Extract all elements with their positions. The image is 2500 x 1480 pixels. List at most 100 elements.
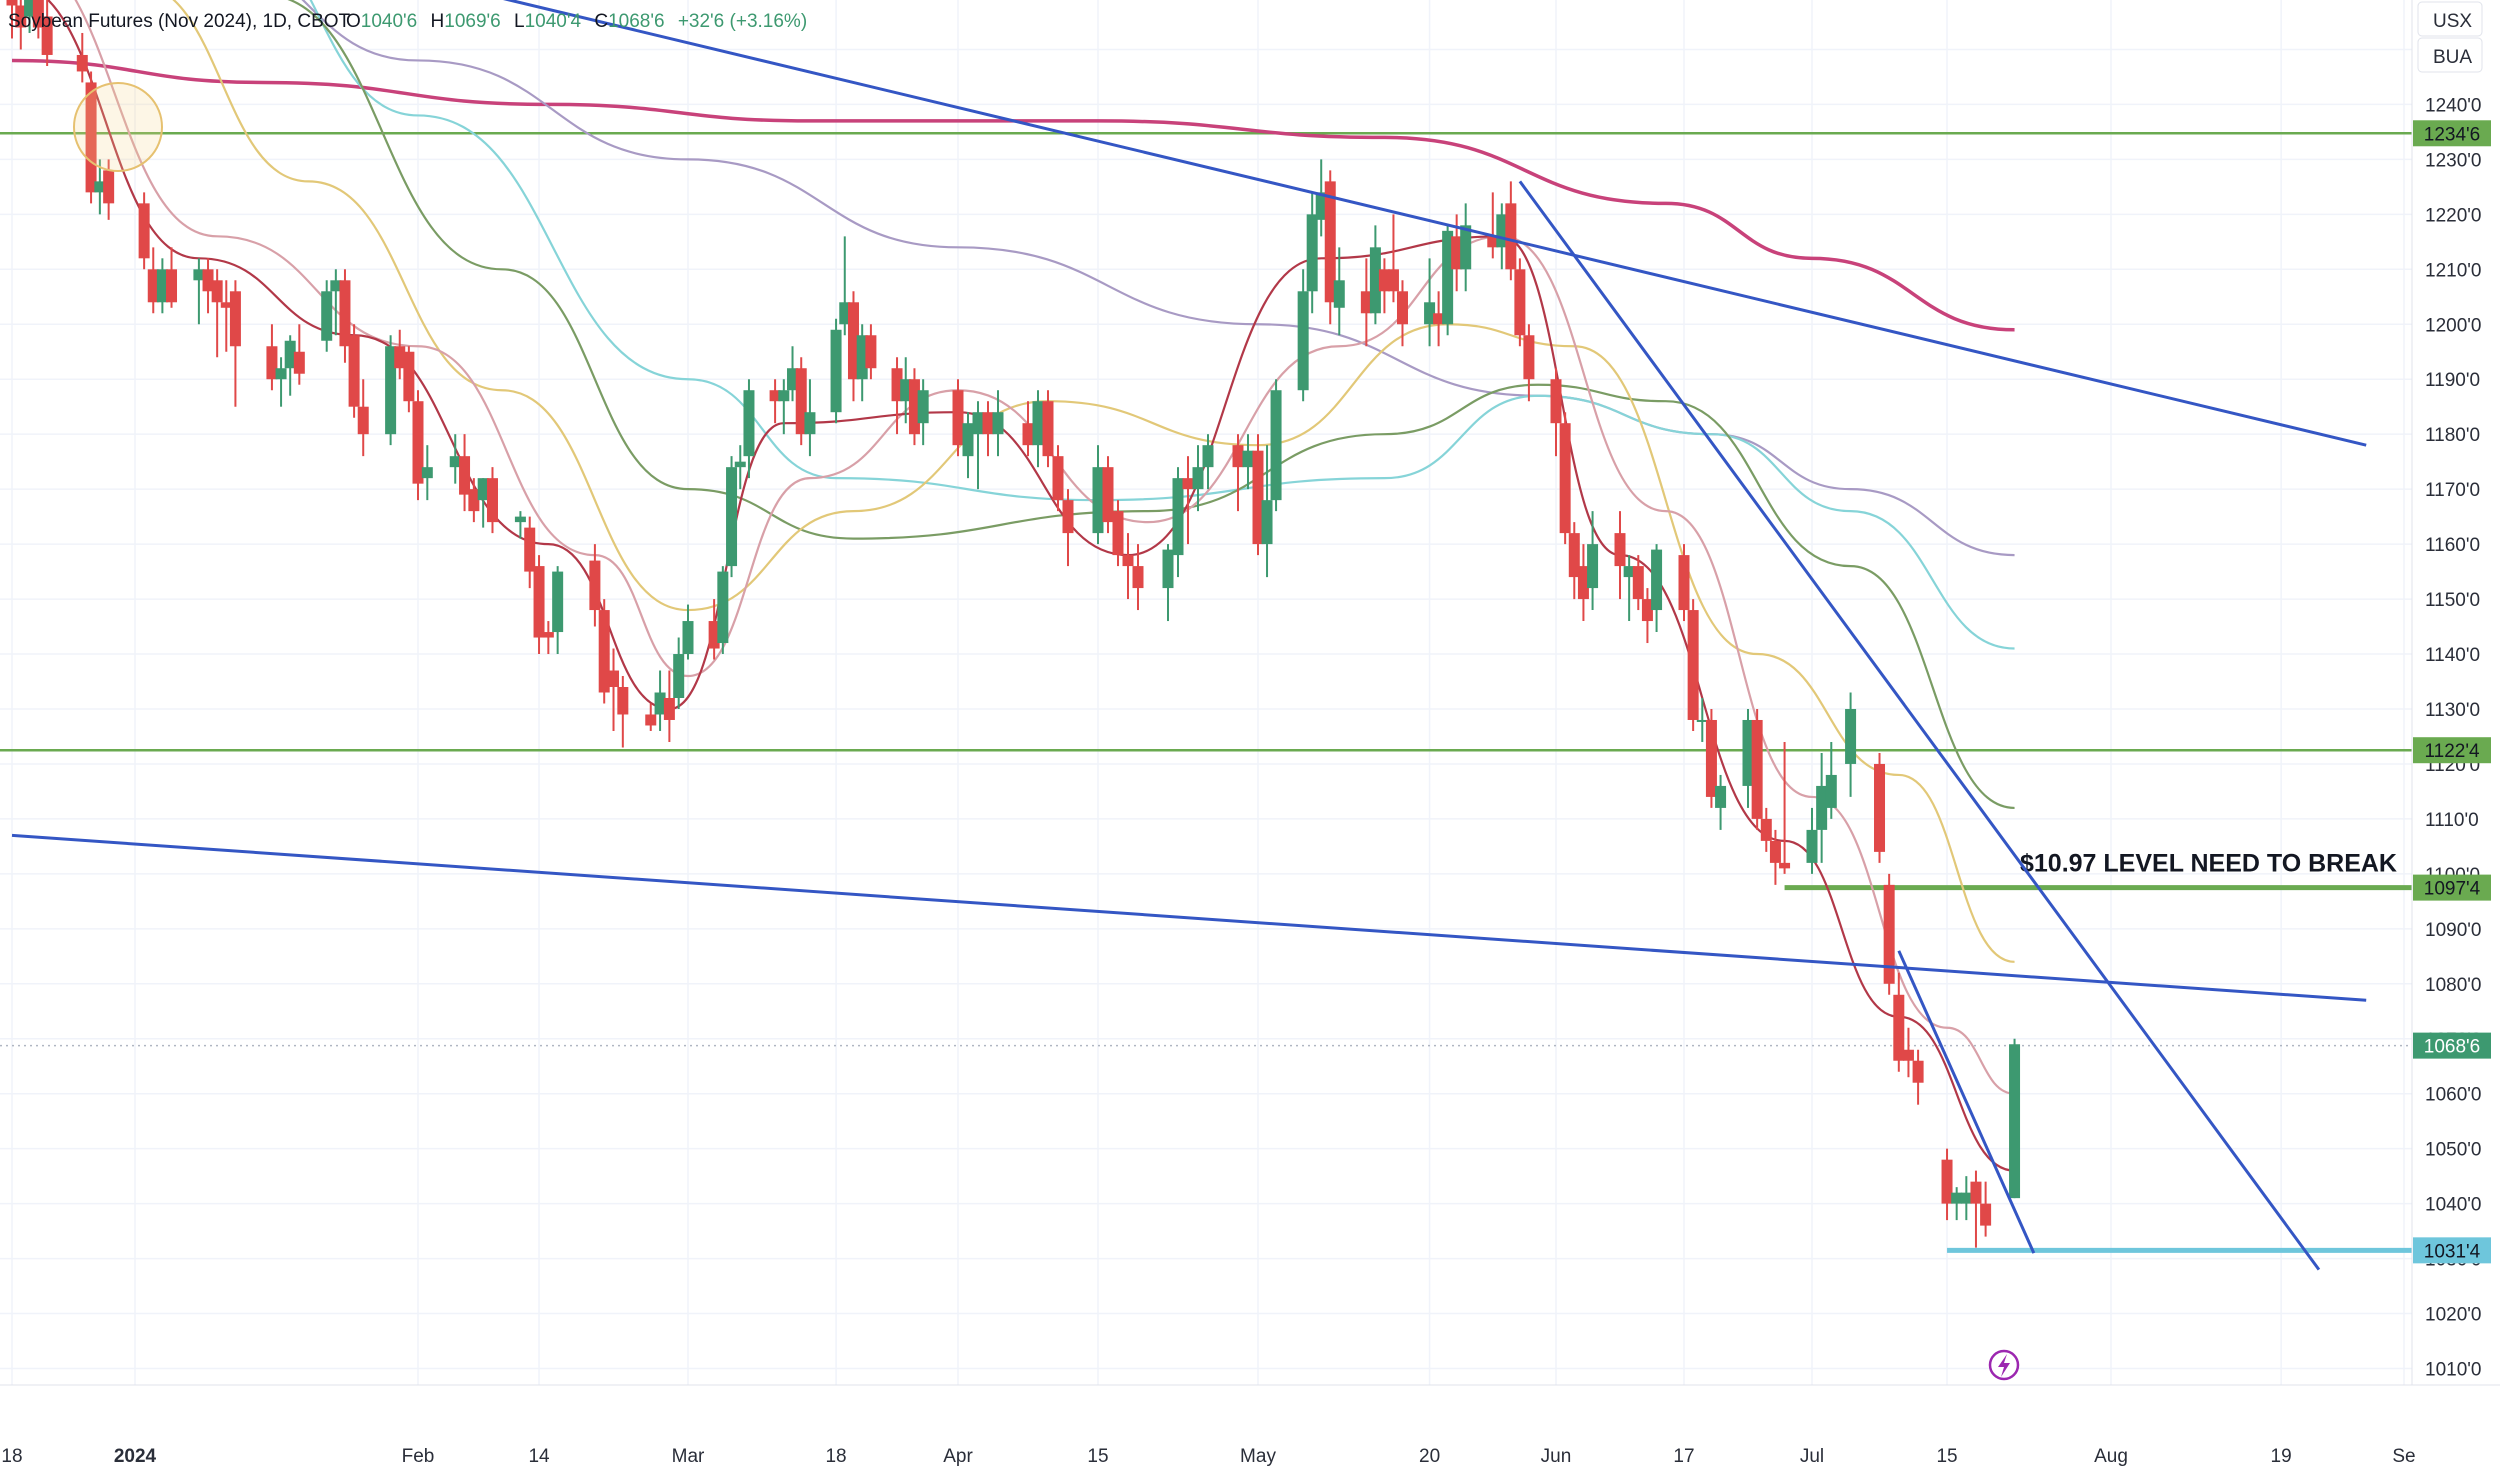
candle xyxy=(608,648,620,731)
svg-text:BUA: BUA xyxy=(2433,47,2472,68)
candle xyxy=(339,269,351,363)
candle xyxy=(468,478,480,523)
price-level-tag xyxy=(2413,120,2491,147)
price-level-tag xyxy=(2413,874,2491,901)
candle xyxy=(1112,500,1124,567)
candle xyxy=(1980,1181,1992,1237)
candle xyxy=(32,0,44,39)
candle xyxy=(787,346,799,402)
moving-average-line xyxy=(301,0,2015,557)
candle xyxy=(1360,258,1372,347)
candle xyxy=(1760,807,1772,852)
trendline xyxy=(11,833,2367,1002)
candle xyxy=(1396,280,1408,347)
x-tick-label: 18 xyxy=(1,1446,22,1467)
y-tick-label: 1130'0 xyxy=(2425,700,2480,721)
y-tick-label: 1190'0 xyxy=(2425,370,2480,391)
candle xyxy=(982,401,994,457)
candle xyxy=(865,324,877,380)
level-annotation: $10.97 LEVEL NEED TO BREAK xyxy=(2020,850,2397,878)
candle xyxy=(321,280,333,352)
candle xyxy=(1632,555,1644,611)
candle xyxy=(193,258,205,325)
candle xyxy=(1568,522,1580,600)
x-tick-label: 18 xyxy=(825,1446,846,1467)
candle xyxy=(900,357,912,424)
candle xyxy=(1242,434,1254,490)
candle xyxy=(1951,1187,1963,1221)
candle xyxy=(1132,544,1144,611)
candle xyxy=(795,357,807,446)
candle xyxy=(1893,972,1905,1072)
candle xyxy=(962,412,974,479)
price-level-label: 1122'4 xyxy=(2424,741,2479,762)
lightning-icon[interactable] xyxy=(1988,1349,2020,1381)
candle xyxy=(41,0,53,66)
candle xyxy=(1315,159,1327,237)
candle xyxy=(743,379,755,479)
y-tick-label: 1040'0 xyxy=(2425,1195,2481,1216)
candle xyxy=(1779,741,1791,874)
candle xyxy=(1052,445,1064,512)
currency-badge-bua[interactable]: BUA xyxy=(2417,37,2483,73)
x-tick-label: Mar xyxy=(672,1446,705,1467)
x-tick-label: 2024 xyxy=(114,1446,157,1467)
candle xyxy=(211,269,223,358)
candle xyxy=(598,599,610,704)
moving-average-line xyxy=(171,0,2015,963)
currency-badge-usx[interactable]: USX xyxy=(2417,1,2483,37)
candle xyxy=(1062,489,1074,567)
last-price-tag xyxy=(2413,1032,2491,1059)
candle xyxy=(166,247,178,308)
candle xyxy=(1442,225,1454,336)
moving-average-line xyxy=(46,0,2015,1172)
candle xyxy=(1514,258,1526,347)
moving-average-line xyxy=(286,0,2015,810)
y-tick-label: 1170'0 xyxy=(2425,480,2480,501)
trendline xyxy=(1518,180,2321,1271)
candle xyxy=(1902,1027,1914,1078)
candle xyxy=(1333,247,1345,336)
candle xyxy=(682,604,694,660)
candle xyxy=(1252,434,1264,556)
candle xyxy=(992,390,1004,457)
candle xyxy=(552,566,564,655)
candle xyxy=(1162,544,1174,622)
candle xyxy=(1550,368,1562,457)
candle xyxy=(804,379,816,457)
candle xyxy=(15,0,27,50)
candle xyxy=(330,269,342,336)
candle xyxy=(1306,192,1318,314)
candle xyxy=(1232,434,1244,512)
candle xyxy=(524,516,536,589)
ohlc-legend: O1040'6 H1069'6 L1040'4 C1068'6 +32'6 (+… xyxy=(346,11,807,32)
candle xyxy=(156,258,168,314)
candle xyxy=(1874,752,1886,863)
candle xyxy=(266,324,278,391)
y-tick-label: 1140'0 xyxy=(2425,645,2480,666)
candle xyxy=(1424,258,1436,347)
candle xyxy=(972,401,984,490)
candle xyxy=(1505,181,1517,281)
candle xyxy=(1705,708,1717,808)
price-level-label: 1097'4 xyxy=(2424,879,2481,900)
y-tick-label: 1180'0 xyxy=(2425,425,2480,446)
candle xyxy=(94,159,106,215)
candle xyxy=(1270,379,1282,512)
candle xyxy=(1960,1176,1972,1221)
candle xyxy=(1751,708,1763,830)
candle xyxy=(1678,544,1690,622)
candle xyxy=(1715,774,1727,830)
price-level-label: 1031'4 xyxy=(2424,1241,2481,1262)
candle xyxy=(1022,401,1034,457)
candle xyxy=(357,379,369,457)
candle xyxy=(1587,511,1599,611)
candle xyxy=(778,379,790,435)
y-tick-label: 1020'0 xyxy=(2425,1305,2481,1326)
candle xyxy=(449,434,461,484)
candle xyxy=(385,335,397,446)
price-level-tag xyxy=(2413,1237,2491,1264)
y-tick-label: 1210'0 xyxy=(2425,260,2481,281)
x-tick-label: Aug xyxy=(2094,1446,2128,1467)
